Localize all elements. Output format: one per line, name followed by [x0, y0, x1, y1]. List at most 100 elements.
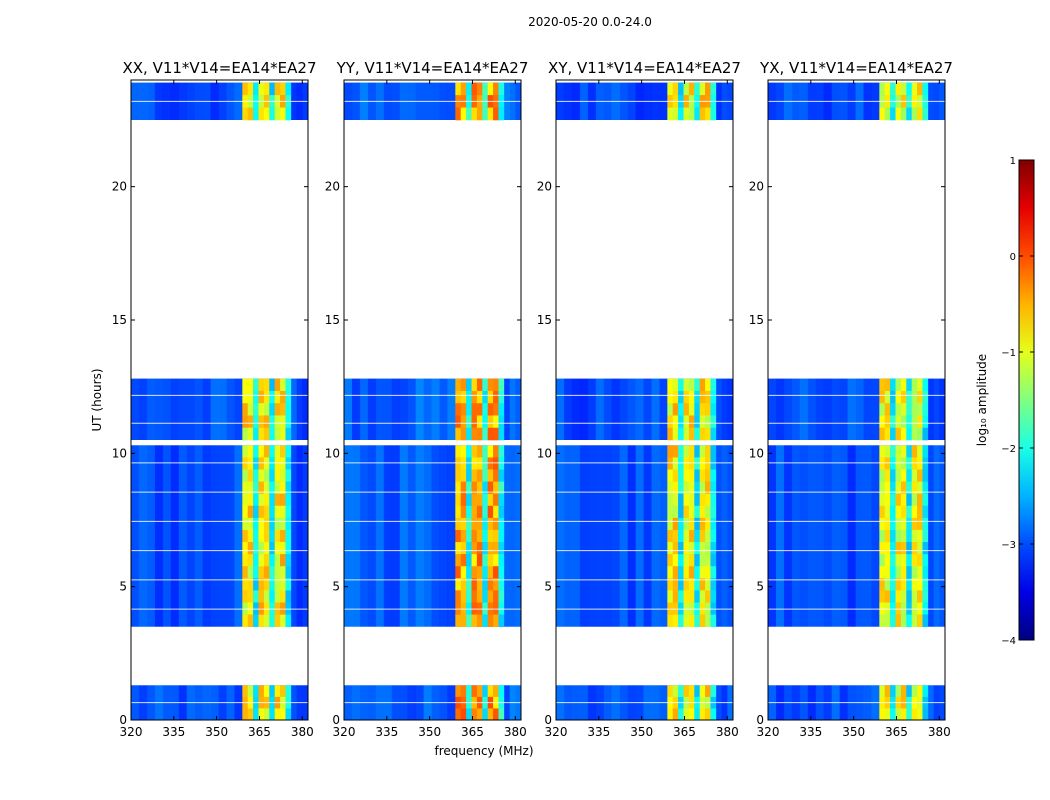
band-cell — [482, 427, 488, 441]
band-cell — [258, 566, 265, 579]
baseline-texture — [768, 445, 777, 627]
baseline-texture — [823, 445, 833, 627]
dynamic-spectrum-block — [768, 82, 946, 121]
band-cell — [263, 445, 270, 458]
band-cell — [493, 708, 499, 721]
band-cell — [263, 566, 270, 579]
band-cell — [900, 82, 907, 96]
band-cell — [269, 107, 275, 121]
band-cell — [487, 427, 494, 441]
band-cell — [705, 614, 711, 627]
band-cell — [710, 505, 717, 519]
band-cell — [280, 614, 286, 627]
baseline-texture — [509, 445, 516, 627]
band-cell — [466, 493, 472, 507]
band-cell — [466, 390, 472, 404]
band-cell — [487, 457, 494, 470]
band-cell — [285, 457, 292, 470]
band-cell — [688, 415, 695, 429]
band-cell — [699, 82, 706, 96]
band-cell — [285, 542, 292, 555]
band-cell — [498, 554, 505, 567]
baseline-texture — [643, 445, 652, 627]
baseline-texture — [643, 378, 652, 440]
band-cell — [710, 554, 717, 567]
dynamic-spectrum-block — [556, 378, 734, 441]
band-cell — [482, 82, 488, 96]
band-cell — [879, 554, 886, 567]
band-cell — [482, 542, 488, 555]
band-cell — [879, 378, 886, 392]
band-cell — [466, 542, 472, 555]
band-cell — [911, 481, 918, 494]
band-cell — [667, 107, 674, 121]
band-cell — [476, 427, 483, 441]
band-cell — [906, 542, 912, 555]
band-cell — [247, 554, 254, 567]
baseline-texture — [635, 378, 644, 440]
band-cell — [253, 517, 259, 531]
band-cell — [917, 403, 923, 416]
band-cell — [280, 457, 286, 470]
band-cell — [280, 505, 286, 519]
band-cell — [280, 578, 286, 591]
band-cell — [280, 427, 286, 441]
band-cell — [922, 378, 929, 392]
band-cell — [242, 469, 249, 482]
baseline-texture — [791, 378, 801, 440]
band-cell — [487, 82, 494, 96]
baseline-texture — [871, 445, 880, 627]
band-cell — [471, 481, 478, 494]
baseline-texture — [226, 378, 235, 440]
band-cell — [460, 415, 467, 429]
band-cell — [895, 554, 902, 567]
band-cell — [667, 427, 674, 441]
band-cell — [258, 415, 265, 429]
band-cell — [917, 517, 923, 531]
band-cell — [482, 554, 488, 567]
baseline-texture — [375, 445, 385, 627]
band-cell — [678, 685, 684, 698]
band-cell — [922, 708, 929, 721]
baseline-texture — [556, 378, 565, 440]
band-cell — [879, 493, 886, 507]
band-cell — [911, 529, 918, 543]
band-cell — [710, 708, 717, 721]
band-cell — [699, 614, 706, 627]
band-cell — [285, 554, 292, 567]
band-cell — [263, 82, 270, 96]
band-cell — [471, 529, 478, 543]
band-cell — [466, 566, 472, 579]
baseline-texture — [659, 378, 668, 440]
band-cell — [269, 378, 275, 392]
band-cell — [280, 390, 286, 404]
band-cell — [694, 614, 700, 627]
band-cell — [274, 529, 281, 543]
baseline-texture — [863, 378, 872, 440]
band-cell — [263, 481, 270, 494]
band-cell — [922, 493, 929, 507]
baseline-texture — [202, 445, 211, 627]
band-cell — [900, 403, 907, 416]
band-cell — [487, 590, 494, 603]
band-cell — [263, 554, 270, 567]
band-cell — [667, 378, 674, 392]
band-cell — [917, 578, 923, 591]
band-cell — [263, 493, 270, 507]
band-cell — [699, 542, 706, 555]
band-cell — [890, 403, 896, 416]
baseline-texture — [799, 445, 809, 627]
band-cell — [466, 578, 472, 591]
band-cell — [258, 107, 265, 121]
band-cell — [253, 378, 259, 392]
band-cell — [683, 566, 690, 579]
band-cell — [242, 481, 249, 494]
panel-title: XY, V11*V14=EA14*EA27 — [548, 59, 741, 77]
band-cell — [455, 554, 462, 567]
band-cell — [922, 390, 929, 404]
band-cell — [890, 82, 896, 96]
band-cell — [285, 493, 292, 507]
band-cell — [879, 566, 886, 579]
band-cell — [917, 457, 923, 470]
band-cell — [922, 566, 929, 579]
